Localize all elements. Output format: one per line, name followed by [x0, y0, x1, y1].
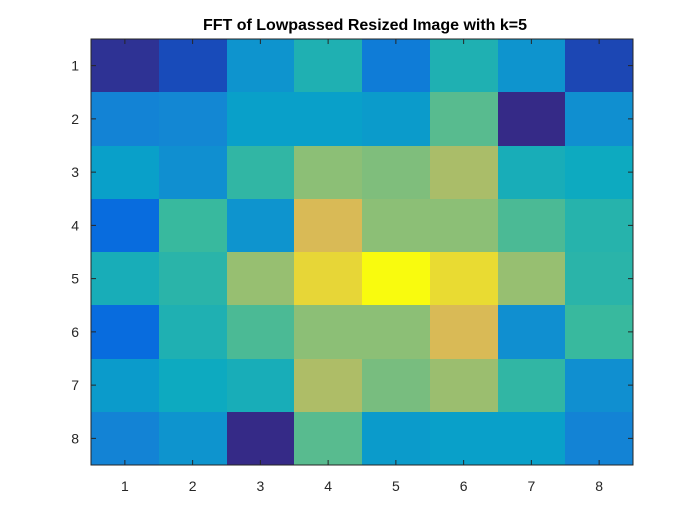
heatmap-cell-r2-c4 [294, 92, 362, 146]
heatmap-cells [91, 39, 633, 465]
heatmap-cell-r1-c4 [294, 39, 362, 92]
heatmap-cell-r7-c8 [565, 359, 633, 412]
heatmap-cell-r4-c7 [498, 199, 565, 252]
heatmap-cell-r3-c3 [227, 146, 294, 199]
heatmap-cell-r2-c7 [498, 92, 565, 146]
x-tick-label: 7 [527, 478, 535, 494]
heatmap-cell-r1-c6 [430, 39, 498, 92]
heatmap-cell-r4-c4 [294, 199, 362, 252]
heatmap-cell-r8-c3 [227, 412, 294, 465]
heatmap-cell-r2-c2 [159, 92, 227, 146]
heatmap-cell-r7-c2 [159, 359, 227, 412]
y-tick-label: 5 [71, 271, 79, 287]
x-tick-label: 6 [460, 478, 468, 494]
heatmap-cell-r5-c5 [362, 252, 430, 305]
heatmap-cell-r7-c5 [362, 359, 430, 412]
y-tick-label: 2 [71, 111, 79, 127]
heatmap-cell-r5-c2 [159, 252, 227, 305]
heatmap-cell-r3-c7 [498, 146, 565, 199]
heatmap-cell-r3-c6 [430, 146, 498, 199]
heatmap-cell-r5-c8 [565, 252, 633, 305]
x-tick-label: 8 [595, 478, 603, 494]
x-tick-label: 4 [324, 478, 332, 494]
heatmap-cell-r8-c7 [498, 412, 565, 465]
heatmap-cell-r6-c2 [159, 305, 227, 359]
heatmap-cell-r8-c1 [91, 412, 159, 465]
heatmap-cell-r1-c3 [227, 39, 294, 92]
heatmap-cell-r1-c7 [498, 39, 565, 92]
axes-box [90, 38, 634, 466]
x-tick-label: 5 [392, 478, 400, 494]
heatmap-cell-r4-c1 [91, 199, 159, 252]
y-tick-label: 1 [71, 58, 79, 74]
heatmap-cell-r7-c7 [498, 359, 565, 412]
heatmap-cell-r3-c2 [159, 146, 227, 199]
heatmap-cell-r4-c2 [159, 199, 227, 252]
heatmap-cell-r3-c5 [362, 146, 430, 199]
heatmap-cell-r6-c1 [91, 305, 159, 359]
x-axis-ticks: 1 2 3 4 5 6 7 8 [121, 39, 603, 494]
y-tick-label: 4 [71, 217, 79, 233]
heatmap-cell-r4-c8 [565, 199, 633, 252]
heatmap-cell-r2-c3 [227, 92, 294, 146]
heatmap-cell-r1-c1 [91, 39, 159, 92]
heatmap-cell-r7-c3 [227, 359, 294, 412]
y-tick-label: 3 [71, 164, 79, 180]
heatmap-cell-r8-c2 [159, 412, 227, 465]
y-tick-label: 7 [71, 377, 79, 393]
x-tick-label: 2 [189, 478, 197, 494]
heatmap-cell-r8-c5 [362, 412, 430, 465]
heatmap-cell-r1-c8 [565, 39, 633, 92]
y-axis-ticks: 1 2 3 4 5 6 7 8 [71, 58, 633, 446]
heatmap-cell-r6-c8 [565, 305, 633, 359]
heatmap-cell-r6-c5 [362, 305, 430, 359]
heatmap-cell-r6-c7 [498, 305, 565, 359]
y-tick-label: 6 [71, 324, 79, 340]
heatmap-cell-r2-c5 [362, 92, 430, 146]
heatmap-cell-r1-c2 [159, 39, 227, 92]
heatmap-cell-r3-c1 [91, 146, 159, 199]
heatmap-cell-r2-c6 [430, 92, 498, 146]
heatmap-cell-r1-c5 [362, 39, 430, 92]
heatmap-cell-r4-c3 [227, 199, 294, 252]
y-tick-label: 8 [71, 430, 79, 446]
heatmap-cell-r6-c6 [430, 305, 498, 359]
heatmap-cell-r6-c4 [294, 305, 362, 359]
heatmap-cell-r2-c8 [565, 92, 633, 146]
heatmap-cell-r8-c4 [294, 412, 362, 465]
heatmap-cell-r5-c4 [294, 252, 362, 305]
heatmap-cell-r5-c3 [227, 252, 294, 305]
heatmap-cell-r3-c8 [565, 146, 633, 199]
heatmap-cell-r5-c6 [430, 252, 498, 305]
heatmap-cell-r7-c6 [430, 359, 498, 412]
heatmap-cell-r4-c5 [362, 199, 430, 252]
heatmap-cell-r6-c3 [227, 305, 294, 359]
heatmap-cell-r3-c4 [294, 146, 362, 199]
heatmap-cell-r5-c1 [91, 252, 159, 305]
x-tick-label: 3 [256, 478, 264, 494]
heatmap-cell-r7-c4 [294, 359, 362, 412]
x-tick-label: 1 [121, 478, 129, 494]
heatmap-cell-r5-c7 [498, 252, 565, 305]
heatmap-cell-r8-c6 [430, 412, 498, 465]
heatmap-cell-r2-c1 [91, 92, 159, 146]
heatmap-cell-r4-c6 [430, 199, 498, 252]
heatmap-cell-r7-c1 [91, 359, 159, 412]
chart-title: FFT of Lowpassed Resized Image with k=5 [203, 17, 527, 34]
heatmap-cell-r8-c8 [565, 412, 633, 465]
